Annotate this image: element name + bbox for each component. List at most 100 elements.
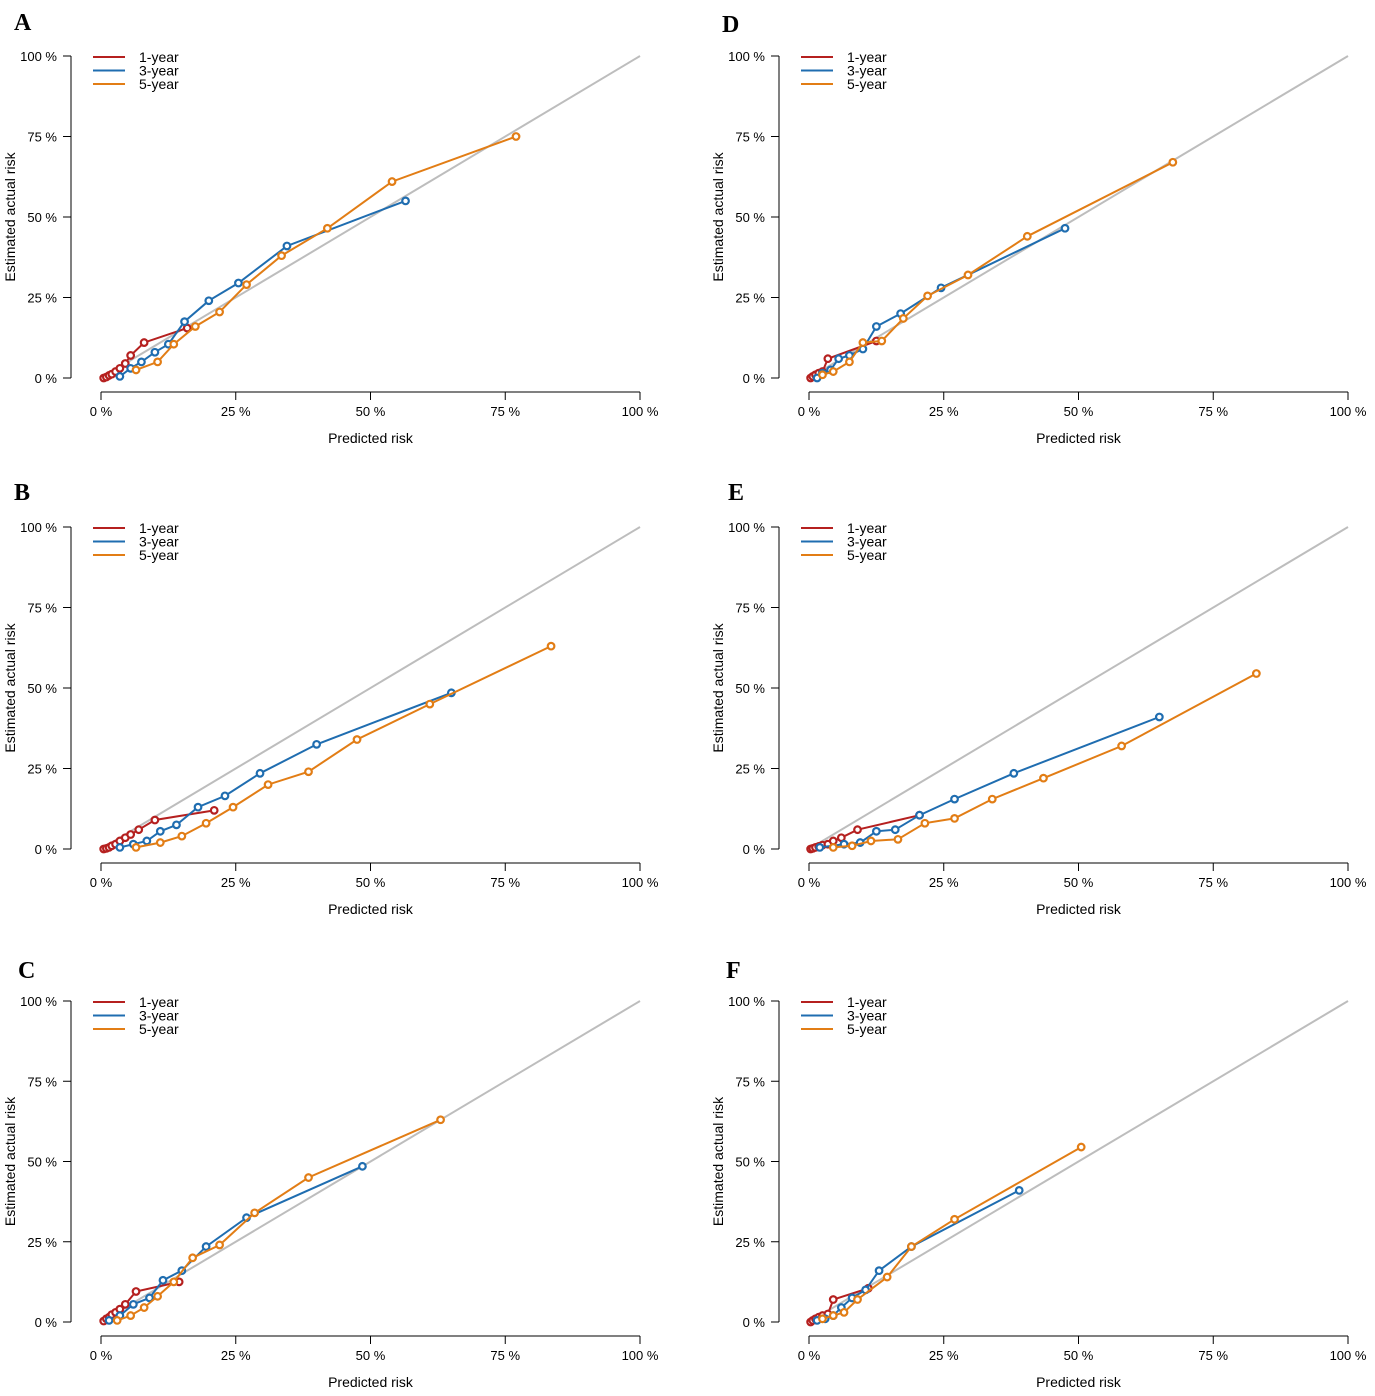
panel-d-letter: D	[722, 12, 739, 38]
panel-f-x-tick-label: 0 %	[798, 1348, 821, 1363]
panel-c-y-tick-label: 25 %	[27, 1235, 57, 1250]
panel-c: C 0 % 25 % 50 % 75 % 100 % 0 % 25 % 50 % 75 % 100 …	[2, 958, 659, 1390]
panel-e-series-3-year-point	[915, 810, 924, 820]
panel-c-x-tick-label: 25 %	[221, 1348, 251, 1363]
panel-a-series-1-year-point	[120, 359, 130, 368]
panel-b-series-3-year-point	[220, 791, 230, 801]
panel-a-series-5-year-point	[511, 132, 521, 141]
panel-c-y-tick-label: 50 %	[27, 1155, 57, 1170]
panel-d-series-5-year-point	[1168, 157, 1178, 167]
panel-b-series-3-year-point	[255, 768, 265, 778]
panel-f-series-5-year-point	[828, 1311, 838, 1320]
panel-a-series-1-year-point	[139, 338, 149, 347]
panel-d-x-tick-label: 75 %	[1198, 404, 1228, 419]
panel-e-reference-line	[808, 526, 1349, 850]
panel-c-y-tick-label: 0 %	[35, 1315, 58, 1330]
panel-d-y-label: Estimated actual risk	[710, 151, 726, 281]
panel-a-series-5-year-point	[190, 322, 200, 331]
panel-f-series-5-year-point	[853, 1295, 862, 1304]
panel-a-series-5-year-point	[242, 280, 251, 290]
panel-a-series-5-year-point	[277, 251, 286, 261]
panel-b: B 0 % 25 % 50 % 75 % 100 % 0 % 25 % 50 % 75 % 100 …	[2, 480, 659, 917]
panel-d: D 0 % 25 % 50 % 75 % 100 % 0 % 25 % 50 % 75 % 100 …	[710, 12, 1367, 446]
panel-f: F 0 % 25 % 50 % 75 % 100 % 0 % 25 % 50 % 75 % 100 …	[710, 958, 1367, 1390]
panel-c-legend-label-3-year: 3-year	[139, 1008, 179, 1024]
panel-c-reference-line	[100, 1000, 641, 1323]
panel-b-x-tick-label: 0 %	[90, 875, 113, 890]
panel-e-legend-label-3-year: 3-year	[847, 534, 887, 550]
panel-e-series-5-year-point	[847, 841, 857, 851]
panel-b-series-1-year-point	[150, 815, 160, 825]
panel-d-legend-label-3-year: 3-year	[847, 63, 887, 79]
panel-c-letter: C	[18, 958, 35, 984]
panel-c-series-1-year-point	[131, 1287, 141, 1296]
panel-d-series-3-year-point	[834, 354, 844, 364]
panel-e-series-5-year	[828, 669, 1261, 852]
panel-c-series-3-year-point	[128, 1299, 138, 1309]
panel-c-series-5-year-point	[304, 1173, 313, 1182]
panel-d-x-label: Predicted risk	[1036, 430, 1122, 446]
panel-f-x-tick-label: 100 %	[1330, 1348, 1367, 1363]
panel-b-series-1-year-point	[209, 805, 219, 815]
panel-c-series-5-year-line	[116, 1118, 442, 1322]
panel-e-y-tick-label: 100 %	[728, 520, 765, 535]
panel-a-letter: A	[14, 10, 32, 36]
panel-e-series-3-year	[815, 712, 1164, 852]
panel-e-x-tick-label: 0 %	[798, 875, 821, 890]
panel-e-series-5-year-point	[1251, 669, 1261, 678]
panel-b-series-3-year-point	[193, 802, 203, 812]
panel-e-x-tick-label: 75 %	[1198, 875, 1228, 890]
panel-b-series-5-year-point	[263, 780, 273, 789]
panel-a-series-5-year-point	[387, 177, 397, 186]
panel-f-series-5-year-point	[1076, 1142, 1086, 1152]
panel-a-series-3-year-point	[137, 357, 146, 367]
panel-b-series-5-year-point	[425, 699, 435, 709]
panel-c-series-3-year-point	[145, 1293, 154, 1303]
panel-d-series-5-year-point	[1022, 231, 1032, 241]
panel-e-letter: E	[728, 480, 744, 506]
panel-e-y-tick-label: 25 %	[735, 762, 765, 777]
panel-b-x-label: Predicted risk	[328, 901, 414, 917]
panel-a-x-label: Predicted risk	[328, 430, 414, 446]
panel-c-series-3-year-point	[158, 1275, 168, 1285]
panel-b-series-5-year-point	[304, 767, 313, 777]
panel-b-x-tick-label: 75 %	[490, 875, 520, 890]
panel-b-legend-label-5-year: 5-year	[139, 547, 179, 563]
panel-b-series-3-year	[115, 688, 456, 852]
panel-f-y-tick-label: 75 %	[735, 1074, 765, 1089]
panel-b-y-label: Estimated actual risk	[2, 622, 18, 752]
panel-e-series-3-year-line	[819, 716, 1160, 849]
panel-d-y-tick-label: 75 %	[735, 130, 765, 145]
panel-e-y-tick-label: 50 %	[735, 681, 765, 696]
panel-a-legend-label-5-year: 5-year	[139, 76, 179, 92]
panel-e-series-5-year-point	[866, 836, 876, 846]
panel-b-series-1-year-point	[126, 830, 136, 839]
panel-c-series-5-year-point	[126, 1311, 136, 1320]
panel-a-series-3-year-point	[204, 296, 214, 306]
panel-f-series-5-year-point	[882, 1272, 892, 1282]
panel-a-series-1-year-point	[126, 351, 136, 360]
panel-c-legend-label-1-year: 1-year	[139, 994, 179, 1010]
panel-c-series-5-year-point	[436, 1115, 445, 1125]
panel-b-letter: B	[14, 480, 30, 506]
panel-a-series-3-year-line	[119, 199, 406, 378]
panel-c-x-tick-label: 75 %	[490, 1348, 520, 1363]
panel-e-x-tick-label: 50 %	[1064, 875, 1094, 890]
panel-a-series-1-year-point	[115, 363, 125, 373]
panel-c-series-1-year-point	[120, 1299, 130, 1309]
panel-a-series-3-year-point	[401, 196, 410, 206]
panel-f-x-tick-label: 25 %	[929, 1348, 959, 1363]
panel-c-x-tick-label: 100 %	[622, 1348, 659, 1363]
panel-a-series-3-year-point	[282, 241, 292, 251]
panel-f-series-5-year-point	[950, 1214, 959, 1224]
panel-b-series-5-year-point	[546, 641, 556, 651]
panel-b-x-tick-label: 50 %	[356, 875, 386, 890]
panel-c-series-5-year-point	[169, 1277, 179, 1287]
panel-e-legend-label-5-year: 5-year	[847, 547, 887, 563]
panel-e-series-3-year-point	[1154, 712, 1164, 722]
panel-a-series-5-year-point	[153, 357, 162, 367]
